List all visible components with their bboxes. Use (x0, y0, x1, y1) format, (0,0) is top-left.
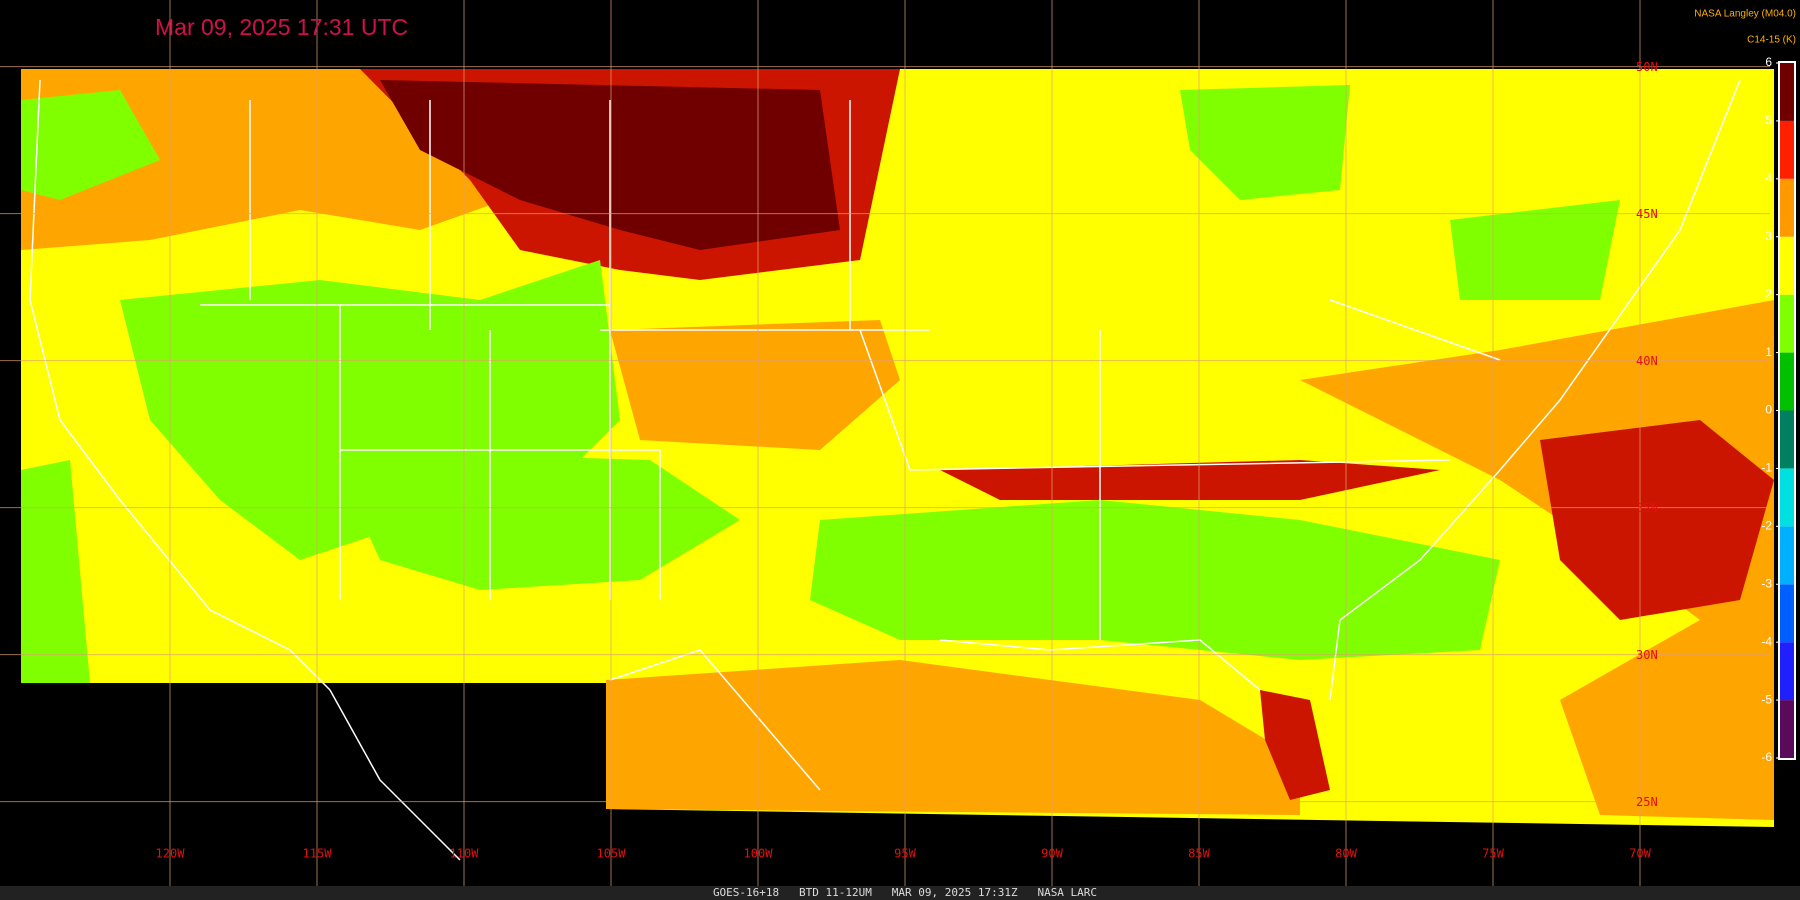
green-area (810, 500, 1500, 660)
colorbar-segment (1780, 294, 1794, 353)
orange-area (610, 320, 900, 450)
lon-label: 70W (1629, 847, 1651, 861)
colorbar-tick-label: 6 (1765, 55, 1772, 69)
colorbar-tick-label: 2 (1765, 287, 1772, 301)
colorbar-tick-label: 0 (1765, 403, 1772, 417)
colorbar-tick-label: -2 (1761, 519, 1772, 533)
colorbar-tick-label: -1 (1761, 461, 1772, 475)
lat-label: 50N (1636, 60, 1658, 74)
colorbar-segment (1780, 526, 1794, 585)
colorbar-tick-label: 5 (1765, 113, 1772, 127)
graticule-labels: 120W 115W 110W 105W 100W 95W 90W 85W 80W 75W 70W 50… (156, 60, 1658, 860)
colorbar-tick-label: -6 (1761, 750, 1772, 764)
colorbar-segment (1780, 700, 1794, 758)
colorbar-segment (1780, 120, 1794, 179)
lat-label: 35N (1636, 501, 1658, 515)
state-lines (200, 100, 1501, 640)
title: Mar 09, 2025 17:31 UTC (155, 14, 408, 40)
coastline (29, 79, 1741, 861)
lon-label: 100W (744, 847, 774, 861)
green-area (21, 90, 160, 200)
lat-label: 40N (1636, 354, 1658, 368)
graticule (0, 0, 1770, 886)
lon-label: 85W (1188, 847, 1210, 861)
lon-label: 105W (597, 847, 627, 861)
colorbar-tick-label: 4 (1765, 171, 1772, 185)
colorbar-tick-label: -5 (1761, 692, 1772, 706)
green-area (330, 450, 740, 590)
colorbar-segment (1780, 642, 1794, 701)
boundaries (29, 79, 1741, 861)
colorbar-segment (1780, 468, 1794, 527)
lat-label: 25N (1636, 795, 1658, 809)
colorbar: 6 5 4 3 2 1 0 -1 -2 -3 -4 -5 -6 (1761, 55, 1796, 764)
footer: GOES-16+18 BTD 11-12UM MAR 09, 2025 17:3… (713, 886, 1097, 899)
lon-label: 120W (156, 847, 186, 861)
colorbar-segment (1780, 236, 1794, 295)
lon-label: 115W (303, 847, 333, 861)
lon-label: 80W (1335, 847, 1357, 861)
red-area (1540, 420, 1774, 620)
lon-label: 75W (1482, 847, 1504, 861)
colorbar-segment (1780, 584, 1794, 643)
lat-label: 45N (1636, 207, 1658, 221)
lat-label: 30N (1636, 648, 1658, 662)
lon-label: 110W (450, 847, 480, 861)
colorbar-segment (1780, 178, 1794, 237)
imagery (21, 69, 1774, 827)
red-area (940, 460, 1440, 500)
lon-label: 90W (1041, 847, 1063, 861)
orange-area (606, 660, 1300, 815)
colorbar-tick-label: -3 (1761, 576, 1772, 590)
credit: NASA Langley (M04.0) (1694, 9, 1796, 20)
colorbar-label: C14-15 (K) (1747, 35, 1796, 46)
green-area (21, 460, 90, 683)
colorbar-segment (1780, 410, 1794, 469)
footer-bar (0, 886, 1800, 900)
colorbar-tick-label: 3 (1765, 229, 1772, 243)
colorbar-segment (1780, 63, 1794, 121)
colorbar-tick-label: -4 (1761, 634, 1772, 648)
red-area (1260, 690, 1330, 800)
colorbar-segment (1780, 352, 1794, 411)
green-area (1180, 85, 1350, 200)
lon-label: 95W (894, 847, 916, 861)
colorbar-tick-label: 1 (1765, 345, 1772, 359)
